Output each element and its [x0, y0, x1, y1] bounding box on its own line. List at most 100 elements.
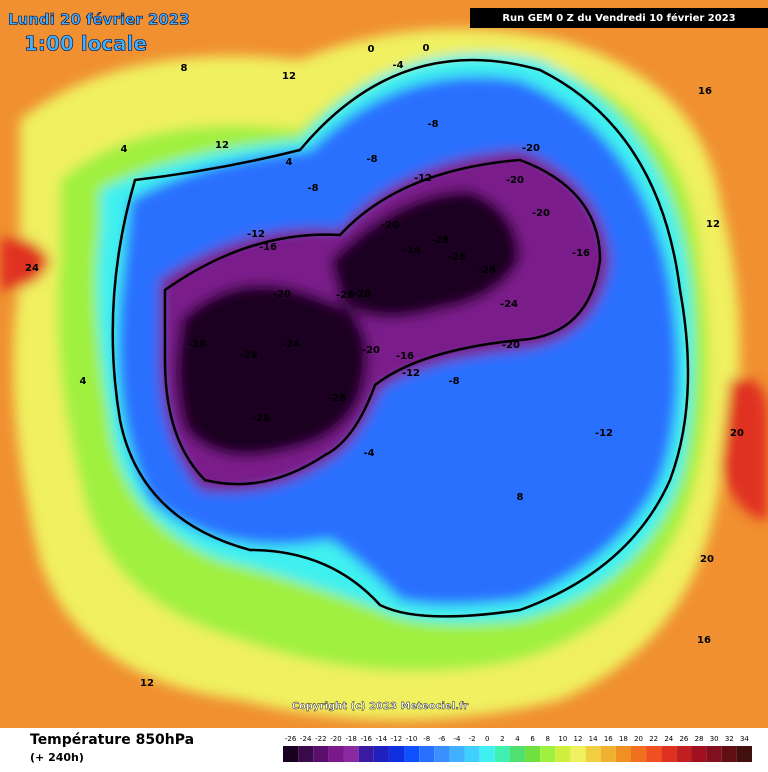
- scale-label: -18: [345, 735, 356, 743]
- contour-label: -20: [381, 220, 399, 231]
- contour-label: -12: [595, 428, 613, 439]
- contour-label: 16: [698, 86, 712, 97]
- contour-label: -8: [427, 119, 438, 130]
- contour-label: 12: [140, 678, 154, 689]
- color-swatch: [736, 746, 752, 762]
- color-swatch: [585, 746, 601, 762]
- contour-label: 4: [80, 376, 87, 387]
- contour-label: 8: [517, 492, 524, 503]
- color-swatch: [615, 746, 631, 762]
- contour-label: -20: [273, 289, 291, 300]
- valid-date: Lundi 20 février 2023: [8, 11, 190, 29]
- contour-label: 0: [423, 43, 430, 54]
- contour-label: -16: [572, 248, 590, 259]
- contour-label: 16: [697, 635, 711, 646]
- color-swatch: [388, 746, 405, 762]
- color-swatch: [373, 746, 389, 762]
- contour-label: 4: [121, 144, 128, 155]
- contour-label: 4: [286, 157, 293, 168]
- scale-label: 16: [604, 735, 613, 743]
- color-scale: -26 -24 -22 -20 -18 -16 -14 -12 -10 -8 -6 -4 -2 0 2 4 6 8…: [283, 735, 752, 762]
- color-swatch: [706, 746, 722, 762]
- scale-label: 26: [679, 735, 688, 743]
- scale-label: 34: [740, 735, 749, 743]
- color-swatch: [298, 746, 314, 762]
- contour-label: -28: [353, 289, 371, 300]
- color-swatch: [509, 746, 526, 762]
- scale-label: -12: [391, 735, 402, 743]
- color-swatch: [449, 746, 465, 762]
- valid-time: 1:00 locale: [24, 32, 147, 56]
- contour-label: -28: [252, 413, 270, 424]
- color-swatch: [676, 746, 692, 762]
- contour-label: -12: [414, 173, 432, 184]
- temperature-field: [0, 0, 768, 728]
- scale-label: -26: [285, 735, 297, 743]
- scale-label: 10: [558, 735, 567, 743]
- color-swatch: [434, 746, 450, 762]
- contour-label: -28: [431, 235, 449, 246]
- color-swatch: [555, 746, 571, 762]
- color-swatch: [464, 746, 480, 762]
- contour-label: 8: [181, 63, 188, 74]
- scale-label: 24: [664, 735, 673, 743]
- scale-label: 18: [619, 735, 628, 743]
- color-swatch: [691, 746, 707, 762]
- contour-label: -4: [363, 448, 374, 459]
- scale-label: 32: [725, 735, 734, 743]
- contour-labels: -28-28-28-28-28-28-28-28-28-20-20-20-20-…: [25, 43, 744, 689]
- contour-label: 20: [700, 554, 714, 565]
- contour-label: -28: [328, 393, 346, 404]
- scale-label: 12: [574, 735, 583, 743]
- scale-label: -14: [376, 735, 388, 743]
- contour-label: -8: [448, 376, 459, 387]
- color-swatch: [328, 746, 344, 762]
- contour-label: -8: [307, 183, 318, 194]
- color-swatch: [404, 746, 420, 762]
- scale-label: 6: [530, 735, 535, 743]
- color-swatch: [313, 746, 329, 762]
- scale-label: -4: [453, 735, 461, 743]
- scale-label: 0: [485, 735, 489, 743]
- contour-label: -20: [506, 175, 524, 186]
- contour-label: 20: [730, 428, 744, 439]
- scale-label: -2: [469, 735, 476, 743]
- color-swatch: [525, 746, 541, 762]
- contour-label: -20: [502, 340, 520, 351]
- contour-label: -16: [259, 242, 277, 253]
- contour-label: 0: [368, 44, 375, 55]
- contour-label: -8: [366, 154, 377, 165]
- contour-label: -28: [448, 252, 466, 263]
- scale-label: 14: [589, 735, 598, 743]
- scale-label: 28: [695, 735, 704, 743]
- contour-label: -24: [282, 339, 300, 350]
- contour-label: -28: [188, 339, 206, 350]
- field-title: Température 850hPa: [30, 732, 194, 748]
- copyright: Copyright (c) 2023 Meteociel.fr: [292, 701, 469, 712]
- contour-label: -20: [362, 345, 380, 356]
- contour-label: -12: [247, 229, 265, 240]
- scale-label: 22: [649, 735, 658, 743]
- scale-label: -22: [315, 735, 326, 743]
- contour-label: -20: [532, 208, 550, 219]
- contour-label: -28: [478, 265, 496, 276]
- contour-label: 24: [25, 263, 39, 274]
- contour-label: -16: [396, 351, 414, 362]
- contour-label: 12: [282, 71, 296, 82]
- run-info: Run GEM 0 Z du Vendredi 10 février 2023: [502, 12, 735, 24]
- color-swatch: [600, 746, 616, 762]
- scale-label: -20: [330, 735, 341, 743]
- color-swatch: [630, 746, 647, 762]
- scale-label: 20: [634, 735, 643, 743]
- scale-label: -16: [360, 735, 372, 743]
- color-swatch: [343, 746, 359, 762]
- contour-label: 12: [706, 219, 720, 230]
- contour-label: -28: [336, 290, 354, 301]
- lead-time: (+ 240h): [30, 751, 84, 764]
- contour-label: -24: [403, 245, 421, 256]
- scale-label: -10: [406, 735, 417, 743]
- color-swatch: [358, 746, 374, 762]
- color-swatch: [494, 746, 510, 762]
